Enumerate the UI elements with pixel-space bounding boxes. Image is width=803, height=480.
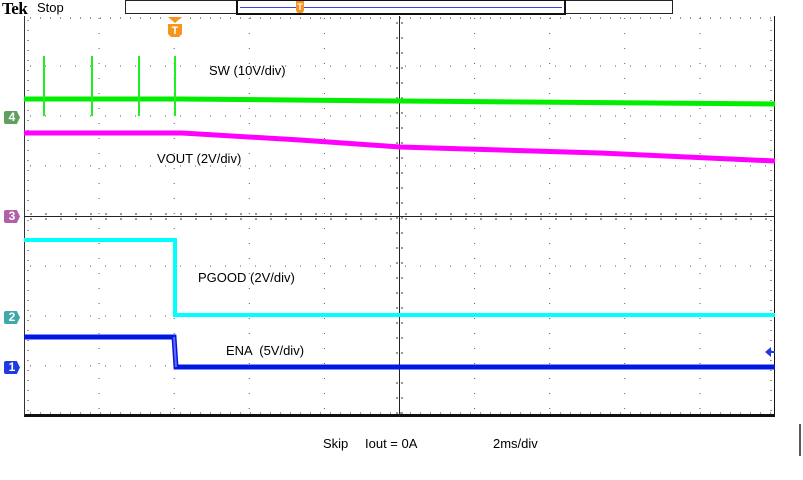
vout-label: VOUT (2V/div) [157,151,242,166]
trigger-position-icon: T [168,17,182,37]
brand-logo: Tek [2,0,28,18]
load-label: Iout = 0A [365,436,418,451]
channel-4-marker[interactable]: 4 [4,111,20,124]
channel-1-marker[interactable]: 1 [4,361,20,374]
svg-text:T: T [172,25,179,37]
view-window-line [240,7,562,8]
acquisition-status: Stop [37,0,64,15]
ena-label: ENA (5V/div) [226,343,305,358]
center-ticks [30,22,775,417]
sw-label: SW (10V/div) [209,63,286,78]
grid [24,16,775,417]
sw-spikes [43,56,176,116]
trigger-level-arrow-icon [765,347,775,357]
trace-pgood [24,238,775,317]
trace-sw [24,56,776,116]
record-trigger-icon: T [296,1,304,13]
mode-label: Skip [323,436,349,451]
channel-3-marker[interactable]: 3 [4,210,20,223]
pgood-label: PGOOD (2V/div) [198,270,295,285]
timebase-label: 2ms/div [493,436,538,451]
trace-vout [24,130,776,164]
channel-2-marker[interactable]: 2 [4,311,20,324]
view-window[interactable] [236,0,566,15]
